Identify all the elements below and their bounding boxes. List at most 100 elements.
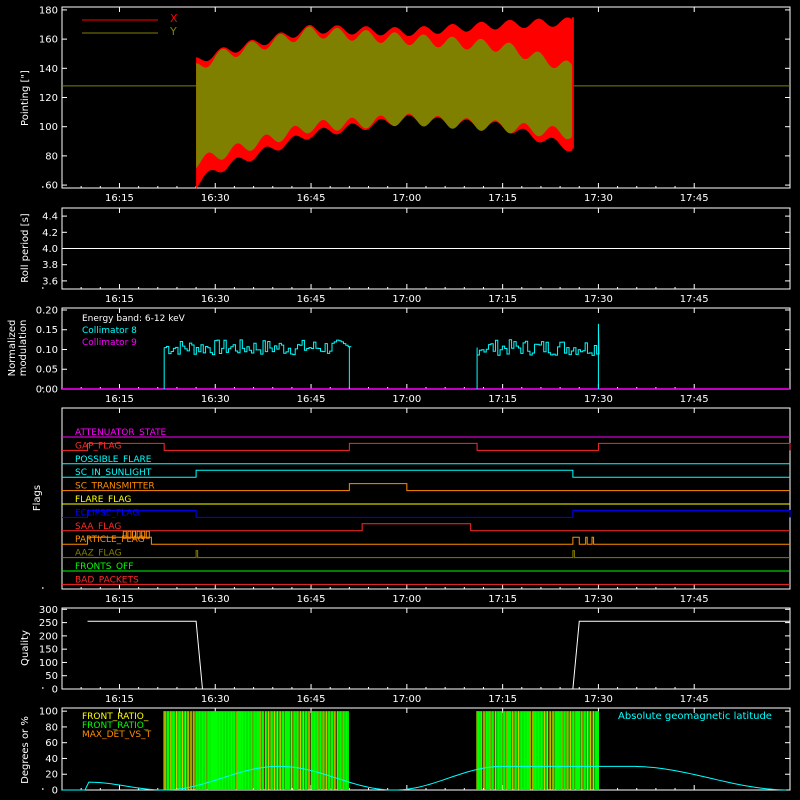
y-tick-label: 3.6 bbox=[42, 276, 58, 287]
x-tick-label: 16:30 bbox=[201, 294, 230, 305]
x-tick-label: 17:30 bbox=[584, 694, 613, 705]
y-tick-label: 80 bbox=[45, 151, 58, 162]
pointing-y-band bbox=[196, 26, 573, 169]
y-tick-label: 0.00 bbox=[36, 385, 58, 396]
y-tick-label: 0 bbox=[52, 786, 58, 797]
x-tick-label: 17:00 bbox=[392, 594, 421, 605]
x-tick-label: 16:15 bbox=[105, 694, 134, 705]
x-tick-label: 17:00 bbox=[392, 193, 421, 204]
y-tick-label: 3.8 bbox=[42, 260, 58, 271]
x-tick-label: 16:45 bbox=[297, 694, 326, 705]
flag-line-sc-transmitter bbox=[62, 483, 790, 492]
flag-line-sc-in-sunlight bbox=[62, 469, 790, 478]
x-tick-label: 17:15 bbox=[488, 193, 517, 204]
front-ratio-1-label: FRONT_RATIO_ bbox=[82, 712, 149, 722]
pointing-ylabel: Pointing ["] bbox=[20, 70, 31, 126]
y-tick-label: 0.20 bbox=[36, 305, 58, 316]
y-tick-label: 0 bbox=[52, 685, 58, 696]
y-tick-label: 50 bbox=[45, 671, 58, 682]
chart-marks: 16:15 16:30 16:45 17:00 17:15 17:30 17:45 16:15… bbox=[36, 5, 791, 797]
x-tick-label: 16:45 bbox=[297, 193, 326, 204]
flag-label: SC_IN_SUNLIGHT bbox=[75, 468, 152, 478]
flag-line-eclipse-flag bbox=[62, 509, 791, 518]
collimator-9-label: Collimator 9 bbox=[82, 338, 137, 348]
x-tick-label: 16:30 bbox=[201, 694, 230, 705]
flag-label: FRONTS_OFF bbox=[75, 562, 133, 572]
y-tick-label: 180 bbox=[39, 5, 58, 16]
y-tick-label: 150 bbox=[39, 645, 58, 656]
flag-line-gap-flag bbox=[62, 442, 791, 451]
x-tick-label: 17:45 bbox=[680, 394, 709, 405]
x-tick-label: 17:30 bbox=[584, 294, 613, 305]
y-tick-label: 200 bbox=[39, 631, 58, 642]
legend-label-x: X bbox=[170, 12, 178, 25]
degrees-ylabel: Degrees or % bbox=[20, 716, 31, 784]
flag-label: SC_TRANSMITTER bbox=[75, 482, 155, 492]
x-tick-label: 17:00 bbox=[392, 294, 421, 305]
x-tick-label: 16:30 bbox=[201, 193, 230, 204]
y-tick-label: 140 bbox=[39, 64, 58, 75]
x-tick-label: 17:45 bbox=[680, 294, 709, 305]
max-det-label: MAX_DET_VS_T bbox=[82, 730, 152, 740]
x-tick-label: 17:45 bbox=[680, 193, 709, 204]
collimator-8-segment bbox=[476, 323, 600, 389]
x-tick-label: 16:15 bbox=[105, 394, 134, 405]
particle-flag-burst bbox=[136, 530, 141, 539]
x-tick-label: 16:45 bbox=[297, 294, 326, 305]
x-tick-label: 17:15 bbox=[488, 694, 517, 705]
flag-label: POSSIBLE_FLARE bbox=[75, 455, 152, 465]
y-tick-label: 40 bbox=[45, 754, 58, 765]
y-tick-label: 100 bbox=[39, 658, 58, 669]
y-tick-label: 0.15 bbox=[36, 325, 58, 336]
flags-ylabel: Flags bbox=[32, 485, 43, 511]
geomagnetic-latitude-line bbox=[62, 765, 787, 791]
flag-label: ATTENUATOR_STATE bbox=[75, 428, 167, 438]
collimator-8-label: Collimator 8 bbox=[82, 326, 137, 336]
y-tick-label: 250 bbox=[39, 618, 58, 629]
collimator-8-segment bbox=[163, 339, 352, 389]
y-tick-label: 60 bbox=[45, 738, 58, 749]
x-tick-label: 17:00 bbox=[392, 394, 421, 405]
x-tick-label: 17:30 bbox=[584, 594, 613, 605]
x-tick-label: 16:45 bbox=[297, 594, 326, 605]
flag-label: SAA_FLAG bbox=[75, 522, 121, 532]
y-tick-label: 120 bbox=[39, 93, 58, 104]
flag-label: AAZ_FLAG bbox=[75, 549, 122, 559]
y-tick-label: 4.4 bbox=[42, 212, 58, 223]
y-tick-label: 80 bbox=[45, 722, 58, 733]
x-tick-label: 16:30 bbox=[201, 594, 230, 605]
flag-label: ECLIPSE_FLAG bbox=[75, 508, 139, 518]
flag-label: FLARE_FLAG bbox=[75, 495, 131, 505]
pointing-legend: X Y bbox=[82, 12, 178, 38]
y-tick-label: 100 bbox=[39, 122, 58, 133]
x-tick-label: 17:30 bbox=[584, 394, 613, 405]
modulation-legend: Energy band: 6-12 keV Collimator 8 Colli… bbox=[82, 314, 186, 348]
modulation-ylabel: Normalizedmodulation bbox=[7, 320, 29, 377]
y-tick-label: 60 bbox=[45, 181, 58, 192]
flag-line-aaz-flag bbox=[62, 550, 790, 559]
flag-label: GAP_FLAG bbox=[75, 441, 121, 451]
x-tick-label: 17:45 bbox=[680, 694, 709, 705]
y-tick-label: 100 bbox=[39, 707, 58, 718]
x-tick-label: 17:00 bbox=[392, 694, 421, 705]
front-ratio-2-label: FRONT_RATIO_ bbox=[82, 721, 149, 731]
x-tick-label: 16:15 bbox=[105, 294, 134, 305]
flag-line-saa-flag bbox=[62, 523, 790, 532]
y-tick-label: 20 bbox=[45, 770, 58, 781]
flag-line-particle-flag bbox=[62, 536, 790, 545]
geomagnetic-latitude-label: Absolute geomagnetic latitude bbox=[618, 711, 772, 722]
degrees-legend: FRONT_RATIO_ FRONT_RATIO_ MAX_DET_VS_T A… bbox=[82, 711, 772, 740]
x-tick-label: 17:15 bbox=[488, 294, 517, 305]
flag-label: BAD_PACKETS bbox=[75, 575, 139, 585]
y-tick-label: 160 bbox=[39, 35, 58, 46]
legend-label-y: Y bbox=[169, 25, 177, 38]
particle-flag-burst bbox=[145, 530, 150, 539]
x-tick-label: 17:30 bbox=[584, 193, 613, 204]
y-tick-label: 4.0 bbox=[42, 244, 58, 255]
y-tick-label: 300 bbox=[39, 605, 58, 616]
x-tick-label: 16:15 bbox=[105, 193, 134, 204]
y-tick-label: 0.05 bbox=[36, 365, 58, 376]
x-tick-label: 16:15 bbox=[105, 594, 134, 605]
